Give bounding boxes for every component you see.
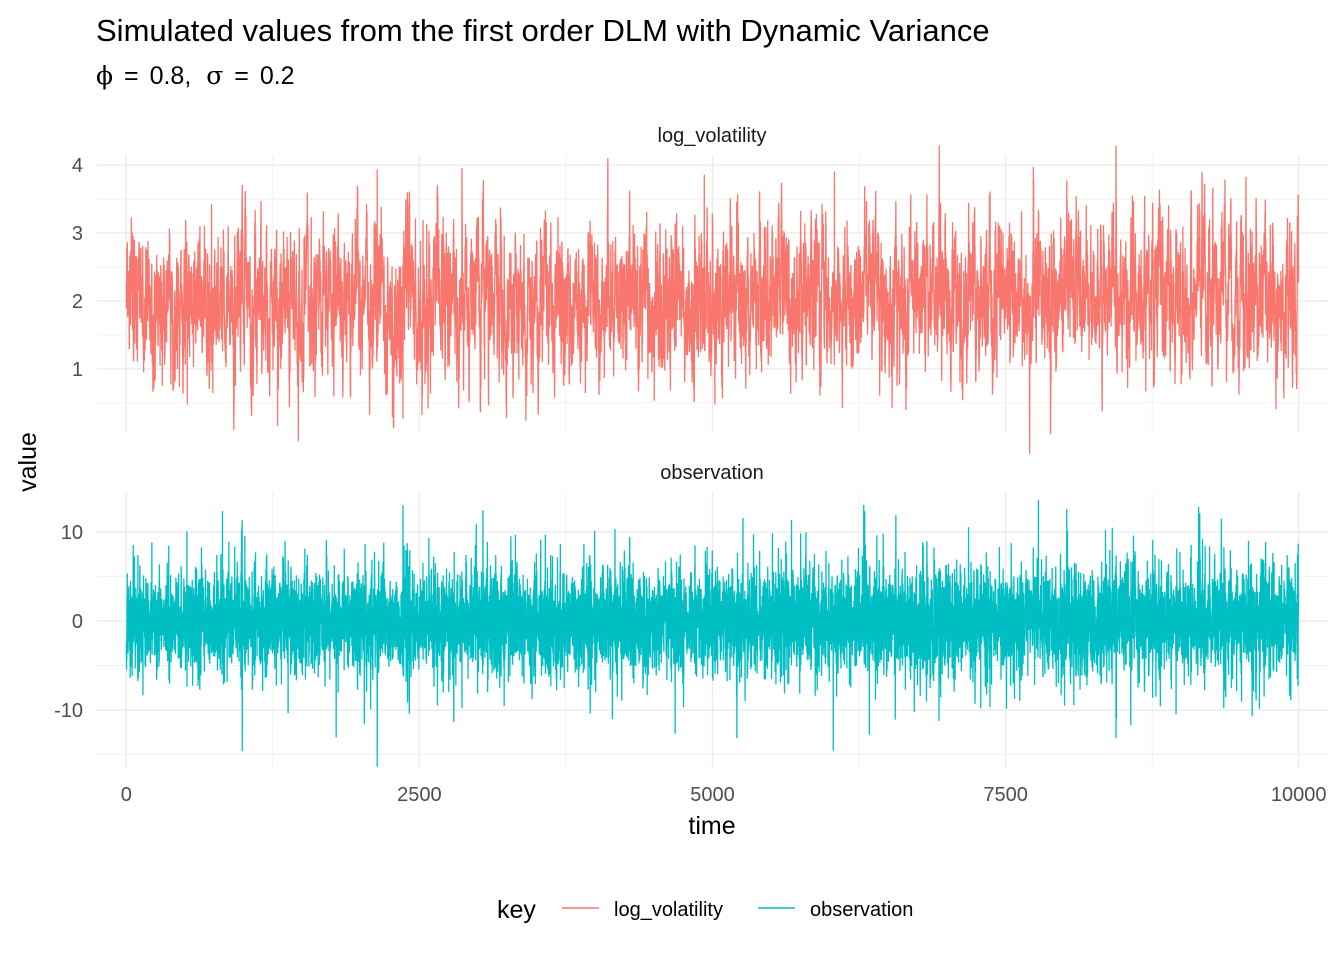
y-tick-label: 0	[72, 611, 83, 633]
y-tick-label: 4	[72, 155, 83, 177]
y-axis-title: value	[14, 432, 42, 492]
y-tick-labels: 1 2 3 4	[72, 155, 83, 381]
series-line-observation	[125, 499, 1300, 767]
x-axis-title: time	[688, 812, 735, 840]
x-tick-label: 10000	[1271, 784, 1327, 806]
legend-title: key	[497, 896, 536, 924]
series-log-volatility	[125, 145, 1300, 455]
legend: key log_volatility observation	[497, 896, 913, 924]
legend-label-log-volatility: log_volatility	[614, 899, 723, 921]
y-tick-labels: -10 0 10	[54, 522, 83, 722]
facet-strip-label: log_volatility	[658, 125, 767, 147]
x-tick-label: 0	[121, 784, 132, 806]
legend-label-observation: observation	[810, 899, 913, 921]
x-tick-labels: 0 2500 5000 7500 10000	[121, 784, 1327, 806]
x-tick-label: 2500	[397, 784, 442, 806]
series-line-log-volatility	[125, 145, 1300, 455]
sigma-value: 0.2	[260, 62, 295, 90]
chart-subtitle: ϕ = 0.8, σ = 0.2	[96, 61, 295, 90]
sigma-symbol: σ	[206, 61, 223, 90]
facet-strip-label: observation	[660, 462, 763, 484]
sigma-equals: =	[234, 62, 249, 90]
y-tick-label: 1	[72, 359, 83, 381]
phi-equals: =	[124, 62, 139, 90]
y-tick-label: 2	[72, 291, 83, 313]
chart-title: Simulated values from the first order DL…	[96, 13, 990, 48]
y-tick-label: 3	[72, 223, 83, 245]
y-tick-label: -10	[54, 700, 83, 722]
facet-observation: observation -10 0 10	[54, 462, 1328, 768]
x-tick-label: 5000	[690, 784, 735, 806]
facet-log-volatility: log_volatility 1 2 3 4	[72, 125, 1328, 455]
x-tick-label: 7500	[983, 784, 1028, 806]
y-tick-label: 10	[61, 522, 83, 544]
phi-symbol: ϕ	[96, 61, 113, 90]
phi-value: 0.8,	[150, 62, 192, 90]
series-observation	[125, 499, 1300, 767]
